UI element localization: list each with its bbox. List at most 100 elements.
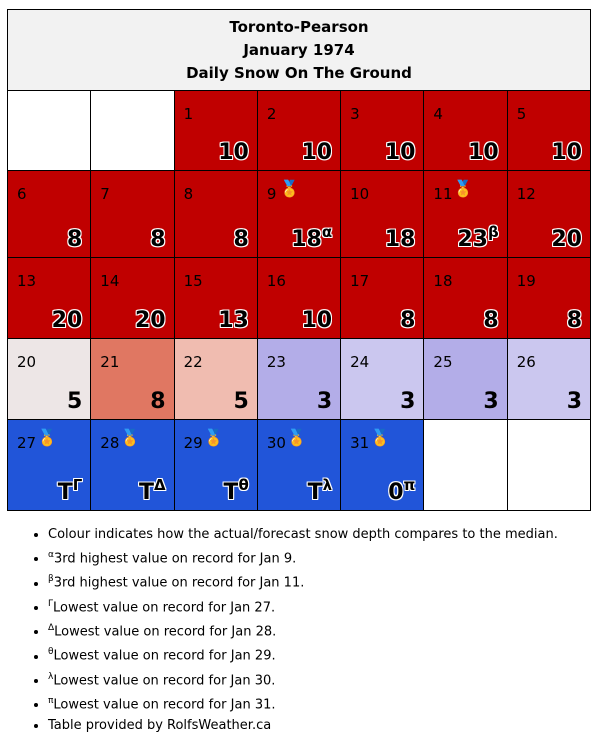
day-cell: 9 🏅 18α: [256, 170, 342, 258]
day-number: 16: [266, 272, 286, 290]
snow-depth-value: 8: [150, 227, 165, 252]
day-number: 1: [183, 105, 194, 123]
note-marker: β: [48, 574, 54, 585]
note-text: Lowest value on record for Jan 30.: [53, 672, 276, 688]
note-text: Lowest value on record for Jan 27.: [53, 599, 276, 615]
day-cell: 26 3: [506, 338, 592, 420]
day-cell: 23 3: [256, 338, 342, 420]
snow-depth-number: 8: [400, 308, 416, 333]
day-number: 9: [266, 185, 277, 203]
note-item: ΓLowest value on record for Jan 27.: [48, 594, 558, 618]
snow-depth-value: 5: [234, 389, 249, 414]
snow-depth-number: 8: [150, 389, 166, 414]
note-marker: Γ: [48, 598, 54, 609]
snow-depth-number: 3: [566, 389, 582, 414]
day-cell: 29 🏅 Tθ: [173, 419, 258, 511]
day-number: 7: [100, 185, 110, 203]
empty-day-cell: [506, 419, 592, 511]
snow-depth-value: 10: [551, 140, 582, 165]
snow-depth-number: 8: [66, 227, 83, 252]
snow-depth-value: Tθ: [223, 476, 249, 505]
day-cell: 20 5: [6, 338, 92, 420]
snow-depth-number: 10: [218, 140, 249, 165]
snow-depth-number: T: [138, 480, 154, 505]
day-number: 26: [516, 353, 536, 371]
snow-depth-value: 18: [385, 227, 416, 252]
metric-title: Daily Snow On The Ground: [186, 64, 412, 82]
medal-icon: 🏅: [370, 428, 391, 447]
day-cell: 1 10: [173, 90, 258, 171]
snow-depth-number: 5: [66, 389, 83, 414]
snow-depth-value: 0π: [388, 476, 415, 505]
medal-icon: 🏅: [203, 428, 224, 447]
snow-depth-value: 8: [67, 227, 82, 252]
day-cell: 21 8: [90, 338, 175, 420]
day-cell: 4 10: [423, 90, 508, 171]
snow-depth-value: TΓ: [58, 476, 83, 505]
snow-depth-value: 10: [385, 140, 416, 165]
snow-depth-number: 8: [566, 308, 582, 333]
day-number: 28: [100, 434, 120, 452]
day-number: 19: [516, 272, 536, 290]
snow-depth-number: 3: [316, 389, 333, 414]
snow-depth-number: 8: [150, 227, 166, 252]
snow-depth-number: 8: [233, 227, 249, 252]
day-number: 20: [17, 353, 37, 371]
snow-depth-value: 8: [567, 308, 582, 333]
calendar-header: Toronto-Pearson January 1974 Daily Snow …: [7, 9, 591, 91]
snow-depth-number: T: [307, 480, 323, 505]
snow-depth-value: 3: [317, 389, 332, 414]
snow-depth-value: 8: [150, 389, 165, 414]
day-number: 14: [100, 272, 120, 290]
snow-depth-number: 18: [291, 227, 322, 252]
snow-depth-value: 13: [218, 308, 249, 333]
record-marker: θ: [238, 476, 249, 494]
note-item: θLowest value on record for Jan 29.: [48, 642, 558, 666]
record-marker: α: [321, 223, 333, 241]
snow-depth-value: 3: [483, 389, 498, 414]
day-cell: 12 20: [506, 170, 592, 258]
calendar-table: Toronto-Pearson January 1974 Daily Snow …: [6, 9, 592, 511]
day-cell: 5 10: [506, 90, 592, 171]
day-cell: 19 8: [506, 257, 592, 339]
snow-depth-value: 8: [234, 227, 249, 252]
snow-depth-value: 10: [302, 308, 333, 333]
note-marker: θ: [48, 647, 54, 658]
medal-icon: 🏅: [453, 179, 474, 198]
note-item: Table provided by RolfsWeather.ca: [48, 715, 558, 736]
day-cell: 14 20: [90, 257, 175, 339]
day-cell: 13 20: [6, 257, 92, 339]
month-title: January 1974: [243, 41, 355, 59]
snow-depth-value: 10: [302, 140, 333, 165]
notes-list: Colour indicates how the actual/forecast…: [30, 524, 558, 736]
day-cell: 18 8: [423, 257, 508, 339]
snow-depth-number: 10: [551, 140, 582, 165]
snow-depth-number: 13: [218, 308, 249, 333]
snow-depth-value: 10: [468, 140, 499, 165]
record-marker: β: [487, 223, 499, 241]
day-number: 13: [17, 272, 37, 290]
note-marker: Δ: [48, 622, 55, 633]
snow-depth-value: 20: [135, 308, 166, 333]
day-number: 21: [100, 353, 120, 371]
snow-depth-number: T: [223, 480, 239, 505]
snow-depth-value: 3: [400, 389, 415, 414]
calendar-weeks: 1 10 2 10 3 10 4 10 5 10 6 8 7 8 8 8 9 🏅 18α 10 18 11 🏅 23β 12 20…: [6, 90, 592, 511]
snow-depth-value: 3: [567, 389, 582, 414]
week-row: 13 20 14 20 15 13 16 10 17 8 18 8 19 8: [6, 257, 592, 339]
record-marker: Δ: [153, 476, 166, 494]
week-row: 1 10 2 10 3 10 4 10 5 10: [6, 90, 592, 171]
snow-depth-value: 20: [551, 227, 582, 252]
day-cell: 31 🏅 0π: [340, 419, 425, 511]
day-number: 8: [183, 185, 194, 203]
snow-depth-number: 10: [301, 308, 333, 333]
snow-depth-number: 5: [233, 389, 249, 414]
empty-day-cell: [423, 419, 508, 511]
note-item: β3rd highest value on record for Jan 11.: [48, 569, 558, 593]
note-text: 3rd highest value on record for Jan 11.: [53, 575, 305, 591]
day-cell: 24 3: [340, 338, 425, 420]
day-number: 3: [350, 105, 360, 123]
day-cell: 25 3: [423, 338, 508, 420]
note-marker: π: [48, 695, 54, 706]
